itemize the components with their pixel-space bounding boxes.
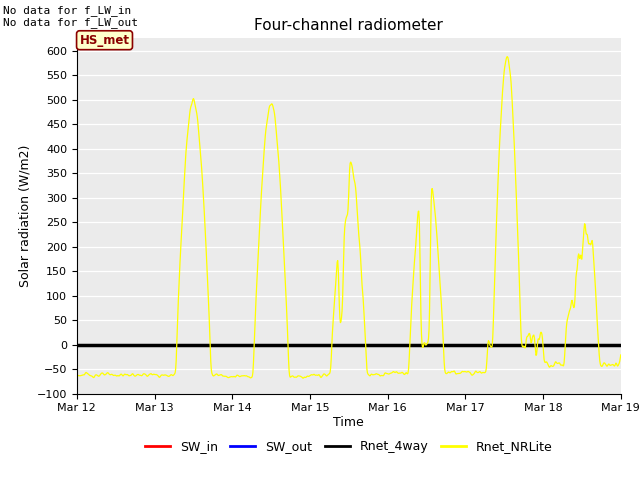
Rnet_NRLite: [320, 371, 328, 377]
Rnet_NRLite: [504, 54, 511, 60]
Line: Rnet_NRLite: Rnet_NRLite: [77, 57, 621, 378]
Rnet_NRLite: [73, 372, 81, 378]
Rnet_4way: [617, 342, 625, 348]
Rnet_NRLite: [262, 132, 269, 138]
Rnet_4way: [118, 342, 125, 348]
Rnet_NRLite: [118, 372, 125, 377]
Title: Four-channel radiometer: Four-channel radiometer: [254, 18, 444, 33]
Rnet_NRLite: [362, 336, 369, 342]
Rnet_NRLite: [605, 361, 612, 367]
Rnet_4way: [73, 342, 81, 348]
Text: HS_met: HS_met: [79, 34, 129, 47]
Rnet_NRLite: [300, 375, 307, 381]
Rnet_4way: [604, 342, 611, 348]
Rnet_4way: [605, 342, 613, 348]
X-axis label: Time: Time: [333, 416, 364, 429]
Rnet_NRLite: [607, 362, 614, 368]
Text: No data for f_LW_in
No data for f_LW_out: No data for f_LW_in No data for f_LW_out: [3, 5, 138, 28]
Legend: SW_in, SW_out, Rnet_4way, Rnet_NRLite: SW_in, SW_out, Rnet_4way, Rnet_NRLite: [140, 435, 558, 458]
Rnet_4way: [262, 342, 269, 348]
Rnet_4way: [361, 342, 369, 348]
Rnet_4way: [319, 342, 327, 348]
Rnet_NRLite: [617, 352, 625, 358]
Y-axis label: Solar radiation (W/m2): Solar radiation (W/m2): [18, 145, 31, 287]
